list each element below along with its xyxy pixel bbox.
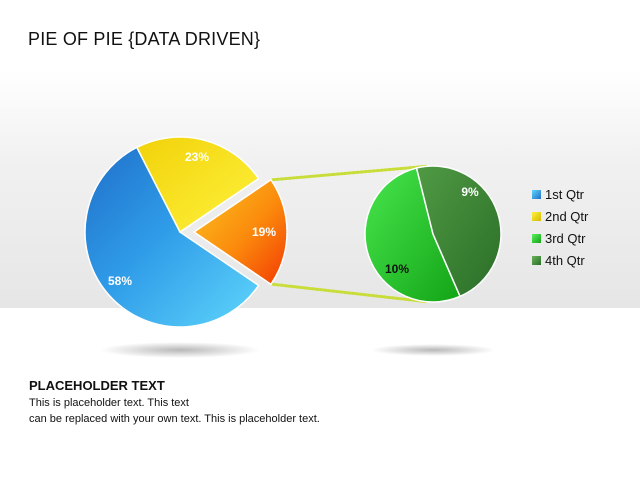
- chart-legend: 1st Qtr 2nd Qtr 3rd Qtr 4th Qtr: [532, 187, 589, 268]
- legend-label-4th-qtr: 4th Qtr: [545, 253, 585, 268]
- legend-swatch-1st-qtr: [532, 190, 541, 199]
- data-label-9: 9%: [461, 185, 479, 199]
- pie-slice-19: [192, 178, 288, 286]
- legend-swatch-4th-qtr: [532, 256, 541, 265]
- legend-label-2nd-qtr: 2nd Qtr: [545, 209, 589, 224]
- pie-slice-58: [84, 146, 260, 328]
- legend-label-3rd-qtr: 3rd Qtr: [545, 231, 586, 246]
- main-pie-shadow: [100, 342, 260, 358]
- placeholder-heading: PLACEHOLDER TEXT: [29, 378, 165, 393]
- data-label-19: 19%: [252, 225, 276, 239]
- connector-line-bottom: [271, 282, 428, 304]
- data-label-58: 58%: [108, 274, 132, 288]
- legend-label-1st-qtr: 1st Qtr: [545, 187, 585, 202]
- secondary-pie-shadow: [371, 344, 495, 356]
- pie-slice-23: [135, 136, 260, 234]
- data-label-23: 23%: [185, 150, 209, 164]
- pie-slice-10: [364, 167, 462, 303]
- placeholder-body-text: This is placeholder text. This text can …: [29, 395, 320, 427]
- data-label-10: 10%: [385, 262, 409, 276]
- legend-swatch-3rd-qtr: [532, 234, 541, 243]
- placeholder-line-2: can be replaced with your own text. This…: [29, 413, 320, 425]
- legend-swatch-2nd-qtr: [532, 212, 541, 221]
- connector-line-top: [271, 164, 428, 182]
- placeholder-line-1: This is placeholder text. This text: [29, 397, 189, 409]
- slide-title: PIE OF PIE {DATA DRIVEN}: [28, 29, 261, 49]
- pie-slice-9: [415, 165, 502, 298]
